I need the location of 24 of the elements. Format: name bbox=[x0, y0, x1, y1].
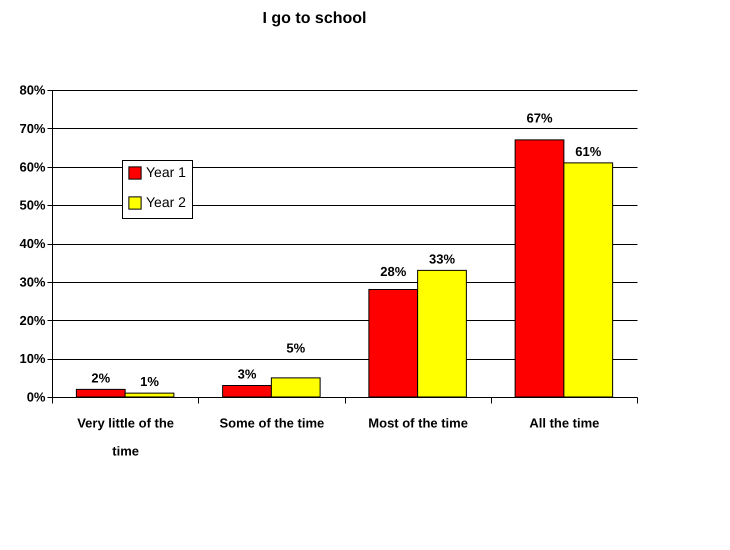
y-tick-label: 80% bbox=[19, 82, 46, 98]
data-label: 3% bbox=[238, 366, 257, 382]
data-label: 61% bbox=[575, 144, 602, 159]
x-tick-label: Some of the time bbox=[220, 416, 324, 430]
data-label: 1% bbox=[140, 374, 160, 390]
y-tick-label: 40% bbox=[19, 236, 46, 251]
legend-label: Year 1 bbox=[146, 164, 186, 180]
data-label: 28% bbox=[380, 264, 407, 279]
y-tick-label: 0% bbox=[26, 390, 46, 404]
data-label: 5% bbox=[286, 340, 306, 356]
data-label: 2% bbox=[91, 370, 111, 386]
y-tick-label: 10% bbox=[19, 351, 46, 366]
legend-label: Year 2 bbox=[146, 194, 186, 210]
y-tick-label: 50% bbox=[19, 198, 46, 213]
x-tick-label: All the time bbox=[529, 416, 600, 430]
y-tick-label: 30% bbox=[19, 274, 46, 290]
chart-title: I go to school bbox=[262, 10, 366, 27]
data-label: 67% bbox=[526, 110, 553, 126]
y-tick-label: 60% bbox=[19, 159, 46, 174]
data-label: 33% bbox=[428, 251, 456, 266]
y-tick-label: 20% bbox=[19, 312, 46, 328]
x-tick-label: Most of the time bbox=[368, 416, 468, 430]
y-tick-label: 70% bbox=[19, 120, 46, 136]
x-tick-label: Very little of the time bbox=[77, 416, 174, 458]
